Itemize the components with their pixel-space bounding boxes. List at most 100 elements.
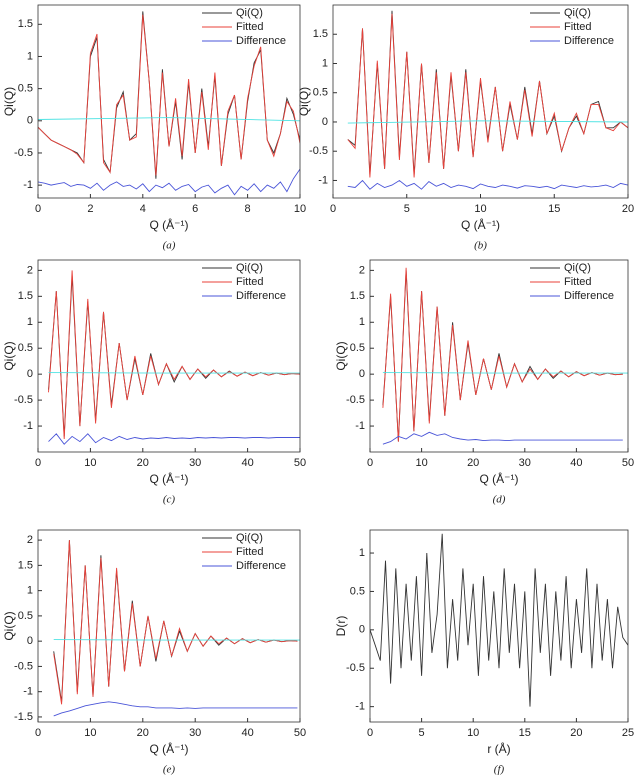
caption: (e) bbox=[163, 764, 176, 776]
x-tick-label: 20 bbox=[570, 727, 582, 739]
y-tick-label: 0 bbox=[359, 624, 365, 636]
y-tick-label: 0.5 bbox=[18, 83, 33, 95]
y-tick-label: -0.5 bbox=[14, 660, 33, 672]
series-line bbox=[53, 639, 300, 641]
legend-label: Difference bbox=[236, 560, 286, 572]
legend-label: Difference bbox=[564, 290, 614, 302]
plot-frame bbox=[369, 529, 629, 723]
caption: (c) bbox=[163, 494, 176, 506]
y-tick-label: 1.5 bbox=[18, 18, 33, 30]
x-axis-label: r (Å) bbox=[487, 741, 510, 756]
x-tick-label: 20 bbox=[467, 457, 479, 469]
y-tick-label: 0.5 bbox=[18, 610, 33, 622]
y-tick-label: -0.5 bbox=[346, 394, 365, 406]
x-tick-label: 4 bbox=[140, 203, 146, 215]
series-line bbox=[347, 179, 628, 190]
x-tick-label: 0 bbox=[35, 457, 41, 469]
x-tick-label: 25 bbox=[622, 727, 634, 739]
series-line bbox=[382, 431, 623, 445]
legend-label: Fitted bbox=[236, 21, 264, 33]
series-line bbox=[53, 701, 298, 717]
x-tick-label: 15 bbox=[548, 203, 560, 215]
x-tick-label: 10 bbox=[415, 457, 427, 469]
y-axis-label: Qi(Q) bbox=[2, 341, 16, 370]
x-tick-label: 8 bbox=[245, 203, 251, 215]
legend-label: Fitted bbox=[564, 276, 592, 288]
x-tick-label: 0 bbox=[35, 203, 41, 215]
y-tick-label: -1.5 bbox=[14, 711, 33, 723]
x-tick-label: 50 bbox=[622, 457, 634, 469]
legend-label: Qi(Q) bbox=[236, 532, 263, 544]
x-tick-label: 0 bbox=[35, 727, 41, 739]
y-tick-label: 1 bbox=[359, 316, 365, 328]
y-tick-label: 0 bbox=[27, 368, 33, 380]
y-tick-label: -1 bbox=[23, 686, 33, 698]
caption: (d) bbox=[493, 494, 506, 506]
x-axis-label: Q (Å⁻¹) bbox=[150, 741, 189, 756]
series-line bbox=[347, 120, 628, 124]
y-tick-label: 2 bbox=[359, 264, 365, 276]
y-tick-label: 1.5 bbox=[18, 559, 33, 571]
caption: (a) bbox=[163, 240, 176, 252]
series-line bbox=[48, 433, 300, 445]
plot-frame bbox=[37, 259, 301, 453]
y-tick-label: 0 bbox=[359, 368, 365, 380]
x-tick-label: 10 bbox=[294, 203, 306, 215]
y-tick-label: 0.5 bbox=[350, 342, 365, 354]
y-tick-label: 1.5 bbox=[313, 28, 328, 40]
x-axis-label: Q (Å⁻¹) bbox=[150, 471, 189, 486]
y-tick-label: 1 bbox=[322, 57, 328, 69]
series-line bbox=[48, 270, 300, 440]
y-tick-label: -1 bbox=[23, 420, 33, 432]
legend-label: Qi(Q) bbox=[564, 7, 591, 19]
y-tick-label: 1 bbox=[359, 547, 365, 559]
legend-label: Qi(Q) bbox=[236, 7, 263, 19]
y-tick-label: 1 bbox=[27, 585, 33, 597]
x-tick-label: 10 bbox=[84, 727, 96, 739]
x-tick-label: 5 bbox=[404, 203, 410, 215]
legend-label: Qi(Q) bbox=[236, 262, 263, 274]
y-tick-label: 2 bbox=[27, 534, 33, 546]
series-line bbox=[382, 267, 623, 442]
y-tick-label: -1 bbox=[23, 179, 33, 191]
plot-frame bbox=[37, 4, 301, 199]
y-tick-label: -0.5 bbox=[309, 145, 328, 157]
y-axis-label: Qi(Q) bbox=[334, 341, 348, 370]
y-tick-label: -0.5 bbox=[14, 394, 33, 406]
series-line bbox=[48, 372, 300, 374]
legend-label: Difference bbox=[564, 35, 614, 47]
x-tick-label: 10 bbox=[467, 727, 479, 739]
plot-frame bbox=[369, 259, 629, 453]
x-tick-label: 2 bbox=[87, 203, 93, 215]
legend-label: Fitted bbox=[236, 546, 264, 558]
y-tick-label: 2 bbox=[27, 264, 33, 276]
y-tick-label: -1 bbox=[355, 701, 365, 713]
y-tick-label: 1.5 bbox=[18, 290, 33, 302]
legend-label: Qi(Q) bbox=[564, 262, 591, 274]
y-tick-label: 0 bbox=[322, 116, 328, 128]
x-tick-label: 10 bbox=[474, 203, 486, 215]
legend-label: Fitted bbox=[236, 276, 264, 288]
x-tick-label: 15 bbox=[519, 727, 531, 739]
y-tick-label: 0.5 bbox=[18, 342, 33, 354]
x-tick-label: 30 bbox=[189, 727, 201, 739]
legend-label: Difference bbox=[236, 290, 286, 302]
x-tick-label: 40 bbox=[570, 457, 582, 469]
x-tick-label: 20 bbox=[137, 457, 149, 469]
y-tick-label: -1 bbox=[318, 174, 328, 186]
x-tick-label: 10 bbox=[84, 457, 96, 469]
x-axis-label: Q (Å⁻¹) bbox=[480, 471, 519, 486]
x-tick-label: 5 bbox=[419, 727, 425, 739]
plot-frame bbox=[37, 529, 301, 723]
series-line bbox=[38, 168, 300, 196]
x-tick-label: 30 bbox=[519, 457, 531, 469]
legend-label: Difference bbox=[236, 35, 286, 47]
x-axis-label: Q (Å⁻¹) bbox=[461, 217, 500, 232]
caption: (b) bbox=[474, 240, 487, 252]
y-axis-label: Qi(Q) bbox=[2, 611, 16, 640]
x-tick-label: 40 bbox=[241, 727, 253, 739]
series-line bbox=[382, 372, 628, 374]
y-tick-label: 0 bbox=[27, 635, 33, 647]
y-tick-label: 1.5 bbox=[350, 290, 365, 302]
